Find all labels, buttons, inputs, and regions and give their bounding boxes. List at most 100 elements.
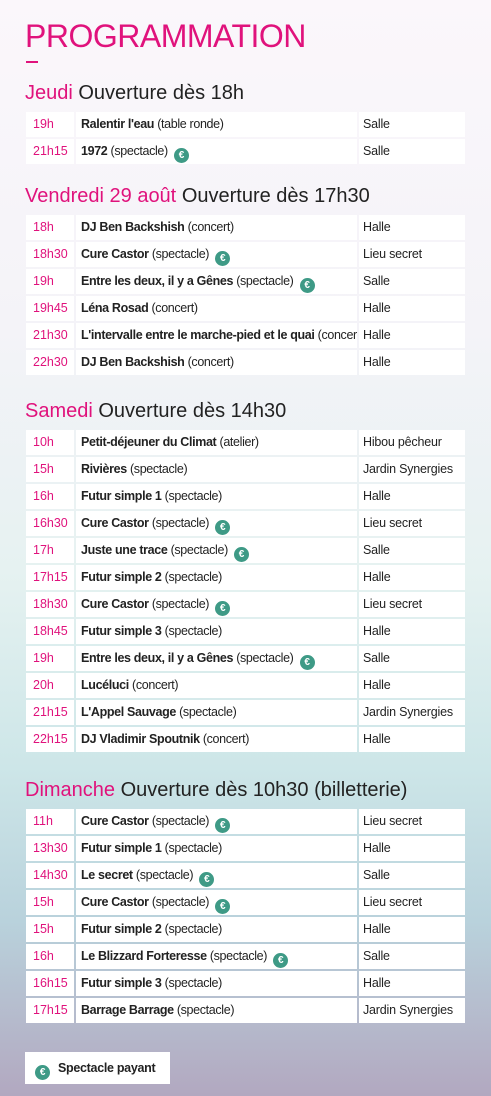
event-title: Futur simple 1 <box>81 841 162 855</box>
event-type: (concert) <box>187 220 235 234</box>
event-type: (spectacle) <box>129 462 188 476</box>
event-time: 21h30 <box>26 323 74 348</box>
event-time: 22h15 <box>26 727 74 752</box>
table-row: 16h15 Futur simple 3 (spectacle) Halle <box>26 971 467 996</box>
event-cell: Lucéluci (concert) <box>76 673 357 698</box>
event-place: Halle <box>359 215 465 240</box>
table-row: 16h30 Cure Castor (spectacle) € Lieu secret <box>26 511 467 536</box>
event-time: 10h <box>26 430 74 455</box>
table-row: 16h Le Blizzard Forteresse (spectacle) € Sa… <box>26 944 467 969</box>
event-time: 19h <box>26 112 74 137</box>
event-cell: Le Blizzard Forteresse (spectacle) € <box>76 944 357 969</box>
event-title: Cure Castor <box>81 247 149 261</box>
event-cell: Rivières (spectacle) <box>76 457 357 482</box>
euro-icon: € <box>215 601 231 616</box>
event-cell: Entre les deux, il y a Gênes (spectacle)… <box>76 646 357 671</box>
event-cell: DJ Ben Backshish (concert) <box>76 350 357 375</box>
event-time: 14h30 <box>26 863 74 888</box>
euro-icon: € <box>273 953 289 968</box>
event-title: Léna Rosad <box>81 301 149 315</box>
table-row: 19h45 Léna Rosad (concert) Halle <box>26 296 467 321</box>
event-type: (atelier) <box>219 435 260 449</box>
event-title: Futur simple 2 <box>81 922 162 936</box>
event-time: 17h <box>26 538 74 563</box>
event-type: (spectacle) <box>164 976 223 990</box>
event-place: Jardin Synergies <box>359 457 465 482</box>
event-title: DJ Ben Backshish <box>81 355 185 369</box>
event-cell: Juste une trace (spectacle) € <box>76 538 357 563</box>
table-row: 17h Juste une trace (spectacle) € Salle <box>26 538 467 563</box>
event-type: (spectacle) <box>164 922 223 936</box>
table-row: 19h Ralentir l'eau (table ronde) Salle <box>26 112 467 137</box>
day-opening: Ouverture dès 18h <box>78 82 245 104</box>
table-row: 15h Rivières (spectacle) Jardin Synergies <box>26 457 467 482</box>
event-time: 18h45 <box>26 619 74 644</box>
event-cell: Entre les deux, il y a Gênes (spectacle)… <box>76 269 357 294</box>
event-title: Ralentir l'eau <box>81 117 155 131</box>
event-cell: Cure Castor (spectacle) € <box>76 242 357 267</box>
event-place: Jardin Synergies <box>359 700 465 725</box>
event-place: Salle <box>359 863 465 888</box>
event-cell: DJ Ben Backshish (concert) <box>76 215 357 240</box>
day-opening: Ouverture dès 10h30 (billetterie) <box>120 779 408 801</box>
schedule-table: 11h Cure Castor (spectacle) € Lieu secret 13… <box>26 809 467 1025</box>
event-type: (concert) <box>202 732 250 746</box>
event-cell: Ralentir l'eau (table ronde) <box>76 112 357 137</box>
event-time: 16h15 <box>26 971 74 996</box>
event-title: DJ Ben Backshish <box>81 220 185 234</box>
event-cell: Futur simple 1 (spectacle) <box>76 836 357 861</box>
event-time: 11h <box>26 809 74 834</box>
event-title: 1972 <box>81 144 108 158</box>
event-place: Salle <box>359 112 465 137</box>
event-type: (spectacle) <box>164 489 223 503</box>
event-type: (spectacle) <box>209 949 268 963</box>
event-cell: Cure Castor (spectacle) € <box>76 592 357 617</box>
table-row: 19h Entre les deux, il y a Gênes (spectac… <box>26 269 467 294</box>
event-place: Jardin Synergies <box>359 998 465 1023</box>
event-place: Halle <box>359 296 465 321</box>
event-time: 15h <box>26 457 74 482</box>
event-time: 17h15 <box>26 998 74 1023</box>
euro-icon: € <box>215 818 231 833</box>
table-row: 18h DJ Ben Backshish (concert) Halle <box>26 215 467 240</box>
event-title: L'Appel Sauvage <box>81 705 176 719</box>
event-cell: Le secret (spectacle) € <box>76 863 357 888</box>
event-title: Cure Castor <box>81 895 149 909</box>
event-time: 18h30 <box>26 242 74 267</box>
table-row: 21h30 L'intervalle entre le marche-pied e… <box>26 323 467 348</box>
event-place: Salle <box>359 139 465 164</box>
event-cell: L'intervalle entre le marche-pied et le … <box>76 323 357 348</box>
event-cell: Léna Rosad (concert) <box>76 296 357 321</box>
event-title: Cure Castor <box>81 597 149 611</box>
euro-icon: € <box>215 251 231 266</box>
event-time: 21h15 <box>26 700 74 725</box>
event-title: Barrage Barrage <box>81 1003 174 1017</box>
event-title: Futur simple 2 <box>81 570 162 584</box>
event-cell: DJ Vladimir Spoutnik (concert) <box>76 727 357 752</box>
event-cell: Futur simple 2 (spectacle) <box>76 565 357 590</box>
euro-icon: € <box>299 655 315 670</box>
page-title: PROGRAMMATION <box>25 18 306 54</box>
event-type: (spectacle) <box>151 516 210 530</box>
event-type: (concert) <box>317 328 357 342</box>
event-title: DJ Vladimir Spoutnik <box>81 732 200 746</box>
day-heading: Vendredi 29 août Ouverture dès 17h30 <box>25 184 370 208</box>
event-cell: Cure Castor (spectacle) € <box>76 809 357 834</box>
event-title: Futur simple 3 <box>81 976 162 990</box>
event-place: Salle <box>359 944 465 969</box>
table-row: 21h15 L'Appel Sauvage (spectacle) Jardin S… <box>26 700 467 725</box>
event-time: 16h30 <box>26 511 74 536</box>
table-row: 18h30 Cure Castor (spectacle) € Lieu secret <box>26 242 467 267</box>
euro-icon: € <box>199 872 215 887</box>
event-title: Entre les deux, il y a Gênes <box>81 651 234 665</box>
event-type: (table ronde) <box>157 117 224 131</box>
event-place: Halle <box>359 565 465 590</box>
event-time: 21h15 <box>26 139 74 164</box>
event-title: Entre les deux, il y a Gênes <box>81 274 234 288</box>
event-cell: Futur simple 3 (spectacle) <box>76 619 357 644</box>
event-time: 16h <box>26 944 74 969</box>
event-time: 15h <box>26 917 74 942</box>
event-time: 19h <box>26 269 74 294</box>
euro-icon: € <box>299 278 315 293</box>
